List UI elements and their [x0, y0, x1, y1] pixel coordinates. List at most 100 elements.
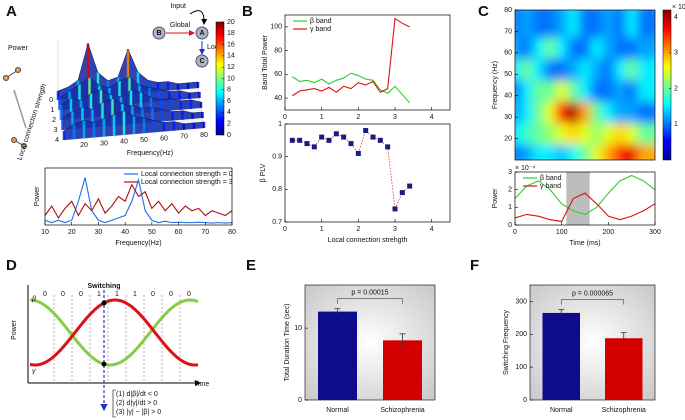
- state-label: 0: [169, 291, 173, 298]
- state-label: 0: [43, 291, 47, 298]
- y-tick-label: 0: [49, 97, 53, 104]
- y-tick-label: 1: [278, 121, 282, 128]
- state-label: 1: [115, 291, 119, 298]
- point: [289, 137, 295, 143]
- point: [304, 141, 310, 147]
- panel-letter: E: [246, 257, 256, 274]
- heatmap-cell: [637, 10, 655, 38]
- y-tick-label: 300: [515, 298, 527, 305]
- curve-label: γ: [32, 368, 36, 375]
- x-tick-label: 1: [320, 226, 324, 233]
- significance-bracket: [337, 298, 403, 304]
- legend-label: β band: [540, 175, 562, 182]
- y-tick-label: 2: [508, 187, 512, 194]
- connector-line: [292, 129, 410, 211]
- y-tick-label: 70: [504, 28, 512, 35]
- y-tick-label: 3: [54, 127, 58, 134]
- local-label: Local: [207, 44, 224, 51]
- y-tick-label: 20: [504, 135, 512, 142]
- z-axis-label: Power: [8, 45, 29, 52]
- panel-letter: A: [6, 3, 17, 20]
- bar: [383, 340, 422, 400]
- x-tick-label: 1: [320, 114, 324, 121]
- y-tick-label: 60: [274, 71, 282, 78]
- legend-label: γ band: [310, 26, 331, 33]
- y-axis-label: Switching Frequency: [503, 310, 510, 375]
- series-line: [44, 177, 233, 224]
- node: [195, 26, 209, 40]
- heatmap-cells: [515, 10, 655, 160]
- x-tick-label: 0: [513, 229, 517, 236]
- x-axis-label: Time (ms): [569, 240, 600, 247]
- colorbar-tick-label: 4: [227, 109, 231, 116]
- x-tick-label: 20: [80, 142, 88, 149]
- point: [363, 128, 369, 134]
- x-tick-label: 50: [148, 229, 156, 236]
- point: [326, 137, 332, 143]
- x-axis-label: Time: [194, 381, 209, 388]
- x-tick-label: 200: [602, 229, 614, 236]
- node-label: B: [156, 30, 161, 37]
- y-tick-label: 2: [52, 117, 56, 124]
- state-label: 0: [151, 291, 155, 298]
- x-axis-label: Frequency(Hz): [115, 240, 161, 247]
- bar: [542, 312, 580, 400]
- colorbar-tick-label: 2: [674, 85, 678, 92]
- panel-letter: C: [478, 3, 489, 20]
- significance-label: p = 0.00015: [351, 290, 388, 297]
- legend-label: γ band: [540, 183, 561, 190]
- bar: [318, 311, 357, 400]
- y-axis-label: β PLV: [260, 163, 267, 182]
- y-tick-label: 30: [504, 114, 512, 121]
- x-tick-label: Normal: [550, 407, 573, 414]
- series-line: [292, 17, 410, 97]
- x-tick-label: 4: [430, 226, 434, 233]
- network-inset: Input Global Local B A C: [152, 3, 224, 68]
- x-tick-label: 40: [120, 139, 128, 146]
- highlight-band: [566, 172, 590, 225]
- surface-row: [62, 98, 203, 119]
- input-label: Input: [170, 3, 186, 10]
- y-axis-label: Power: [34, 186, 41, 207]
- colorbar-tick-label: 10: [227, 75, 235, 82]
- point: [377, 137, 383, 143]
- x-tick-label: 2: [356, 226, 360, 233]
- node-label: C: [199, 58, 204, 65]
- node: [152, 26, 166, 40]
- condition: (2) d|γ|/dt > 0: [116, 400, 157, 407]
- y-tick-label: 1: [51, 107, 55, 114]
- y-tick-label: 60: [504, 50, 512, 57]
- point: [348, 141, 354, 147]
- point: [355, 150, 361, 156]
- x-tick-label: 300: [649, 229, 661, 236]
- state-label: 0: [187, 291, 191, 298]
- x-tick-label: 70: [180, 134, 188, 141]
- gamma-curve: [29, 298, 199, 367]
- switch-point: [101, 300, 107, 306]
- panel-letter: D: [6, 257, 17, 274]
- y-tick-label: 0.9: [272, 154, 282, 161]
- colorbar-tick-label: 0: [227, 132, 231, 139]
- point: [399, 190, 405, 196]
- series-line: [514, 174, 656, 215]
- point: [385, 144, 391, 150]
- y-tick-label: 0.7: [272, 219, 282, 226]
- x-axis-label: Frequency(Hz): [127, 150, 173, 157]
- y-tick-label: 1: [508, 204, 512, 211]
- x-tick-label: Schizophrenia: [380, 407, 424, 414]
- x-tick-label: 3: [393, 226, 397, 233]
- panel-letter: F: [470, 257, 479, 274]
- colorbar-tick-label: 18: [227, 30, 235, 37]
- bar: [605, 338, 643, 400]
- x-tick-label: 4: [430, 114, 434, 121]
- legend-label: Local connection strength = 3: [141, 179, 233, 186]
- colorbar-tick-label: 20: [227, 19, 235, 26]
- x-tick-label: 20: [68, 229, 76, 236]
- x-tick-label: 40: [121, 229, 129, 236]
- y-axis-label: Band Total Power: [262, 34, 269, 89]
- y-tick-label: 3: [508, 169, 512, 176]
- condition: (1) d|β|/dt < 0: [116, 391, 158, 398]
- colorbar-scale-label: × 10⁻⁴: [672, 4, 685, 11]
- plot-frame: [514, 171, 656, 226]
- colorbar: [662, 9, 672, 161]
